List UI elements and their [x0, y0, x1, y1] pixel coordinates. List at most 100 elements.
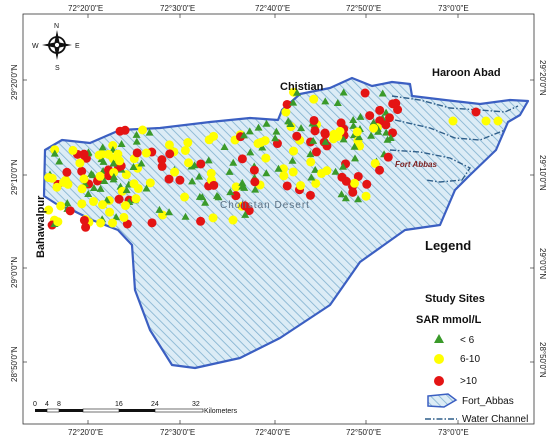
site-marker-low — [213, 191, 222, 199]
site-marker-medium — [109, 168, 119, 178]
site-marker-medium — [145, 178, 155, 188]
top-lon-label: 72°50'0"E — [346, 4, 381, 13]
site-marker-low — [271, 134, 280, 142]
compass-s: S — [55, 65, 60, 72]
site-marker-low — [254, 123, 263, 131]
scale-tick-label: 16 — [115, 401, 123, 408]
site-marker-high — [365, 111, 375, 121]
site-marker-low — [367, 131, 376, 139]
chistian-label: Chistian — [280, 81, 324, 93]
site-marker-low — [117, 139, 126, 147]
site-marker-high — [249, 165, 259, 175]
site-marker-low — [122, 186, 131, 194]
site-marker-low — [195, 172, 204, 180]
site-marker-low — [350, 142, 359, 150]
left-coordinate-ticks — [23, 79, 27, 363]
site-marker-high — [79, 215, 89, 225]
left-lat-label: 29°0'0"N — [10, 257, 19, 288]
site-marker-medium — [288, 146, 298, 156]
site-marker-high — [231, 191, 241, 201]
scale-tick-label: 4 — [45, 401, 49, 408]
site-marker-medium — [138, 125, 148, 135]
bottom-lon-label: 72°20'0"E — [68, 428, 103, 437]
site-marker-low — [201, 198, 210, 206]
study-sites — [44, 87, 503, 232]
water-channels — [389, 95, 519, 183]
right-lat-label: 28°50'0"N — [538, 342, 547, 378]
site-marker-high — [132, 148, 142, 158]
site-marker-medium — [228, 215, 238, 225]
site-marker-low — [132, 130, 141, 138]
site-marker-low — [354, 195, 363, 203]
site-marker-medium — [68, 145, 78, 155]
site-marker-low — [155, 205, 164, 213]
site-marker-high — [165, 149, 175, 159]
site-marker-high — [383, 152, 393, 162]
site-marker-low — [99, 157, 108, 165]
top-coordinate-ticks — [87, 14, 459, 18]
scale-tick-label: 32 — [192, 401, 200, 408]
site-marker-medium — [164, 140, 174, 150]
site-marker-medium — [208, 213, 218, 223]
site-marker-medium — [317, 168, 327, 178]
site-marker-medium — [306, 157, 316, 167]
site-marker-medium — [369, 123, 379, 133]
site-marker-low — [226, 188, 235, 196]
site-marker-low — [286, 120, 295, 128]
site-marker-medium — [183, 138, 193, 148]
legend-red-symbol — [434, 376, 444, 386]
site-marker-medium — [53, 217, 63, 227]
site-marker-medium — [98, 200, 108, 210]
legend-item-label: >10 — [460, 376, 477, 387]
legend-area-label: Fort_Abbas — [462, 396, 514, 407]
site-marker-low — [190, 161, 199, 169]
site-marker-high — [62, 167, 72, 177]
left-lat-label: 29°20'0"N — [10, 64, 19, 100]
site-marker-high — [375, 116, 385, 126]
site-marker-medium — [296, 181, 306, 191]
site-marker-high — [79, 149, 89, 159]
site-marker-low — [289, 98, 298, 106]
site-marker-low — [386, 133, 395, 141]
site-marker-low — [333, 99, 342, 107]
site-marker-low — [63, 199, 72, 207]
bahawalpur-label: Bahawalpur — [35, 195, 47, 258]
legend-title: Legend — [425, 238, 471, 253]
site-marker-low — [251, 185, 260, 193]
right-lat-label: 29°20'0"N — [538, 60, 547, 96]
site-marker-medium — [209, 131, 219, 141]
site-marker-medium — [261, 153, 271, 163]
site-marker-high — [388, 128, 398, 138]
site-marker-high — [196, 159, 206, 169]
site-marker-low — [262, 169, 271, 177]
site-marker-high — [305, 190, 315, 200]
site-marker-medium — [288, 167, 298, 177]
site-marker-low — [321, 97, 330, 105]
scale-tick-label: 24 — [151, 401, 159, 408]
site-marker-high — [362, 179, 372, 189]
site-marker-low — [293, 88, 302, 96]
bottom-lon-label: 72°50'0"E — [346, 428, 381, 437]
site-marker-low — [262, 119, 271, 127]
bottom-coordinate-ticks — [87, 420, 459, 424]
left-lat-label: 29°10'0"N — [10, 159, 19, 195]
site-marker-medium — [180, 192, 190, 202]
site-marker-medium — [129, 179, 139, 189]
site-marker-high — [384, 113, 394, 123]
site-marker-low — [137, 159, 146, 167]
legend-item-label: 6-10 — [460, 354, 480, 365]
site-marker-high — [115, 126, 125, 136]
site-marker-low — [274, 164, 283, 172]
site-marker-low — [339, 135, 348, 143]
site-marker-medium — [119, 212, 129, 222]
site-marker-high — [272, 139, 282, 149]
site-marker-high — [337, 172, 347, 182]
site-marker-high — [292, 131, 302, 141]
site-marker-high — [282, 99, 292, 109]
site-marker-high — [147, 218, 157, 228]
left-lat-label: 28°50'0"N — [10, 346, 19, 382]
haroon-abad-label: Haroon Abad — [432, 67, 501, 79]
bottom-lon-label: 72°40'0"E — [255, 428, 290, 437]
site-marker-low — [109, 173, 118, 181]
site-marker-low — [258, 143, 267, 151]
